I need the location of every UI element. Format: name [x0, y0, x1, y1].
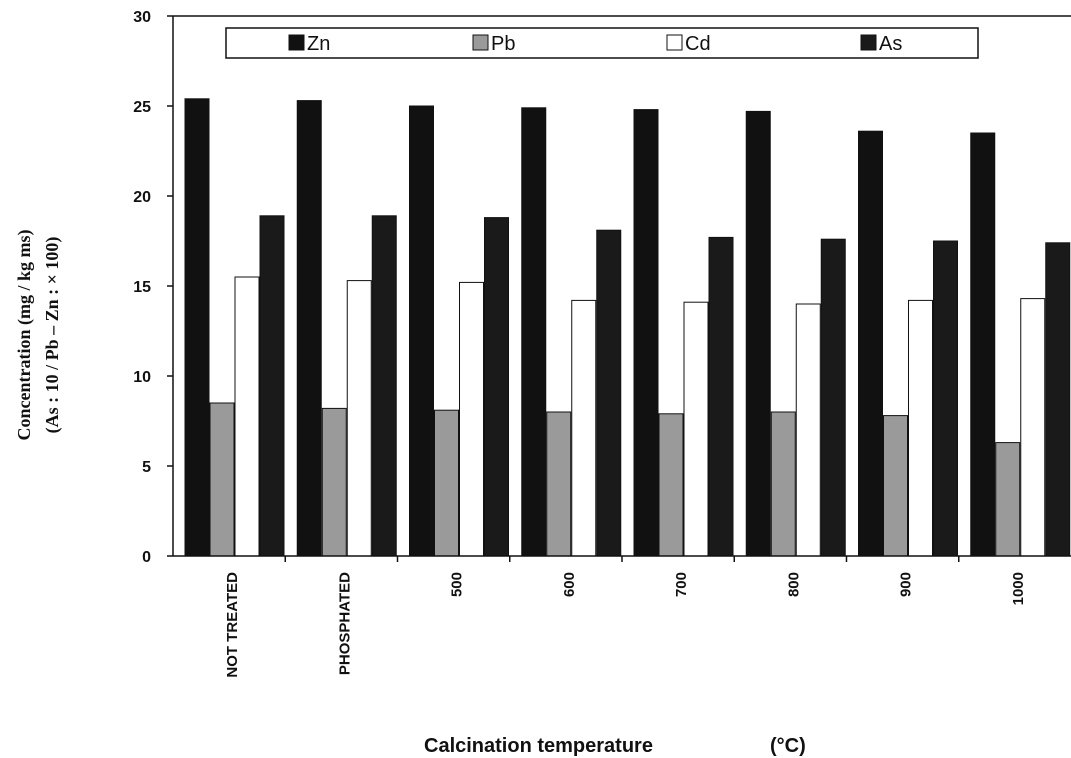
- x-axis-unit: (°C): [770, 735, 806, 757]
- y-axis-label-line1: Concentration (mg / kg ms): [14, 230, 35, 441]
- y-tick-label: 5: [142, 459, 151, 476]
- bar-zn-900: [858, 130, 883, 557]
- bar-pb-1000: [995, 442, 1021, 557]
- y-axis-label: Concentration (mg / kg ms) (As : 10 / Pb…: [14, 230, 63, 441]
- bar-pb-800: [770, 411, 796, 557]
- legend-swatch-pb: [472, 34, 489, 51]
- bar-pb-600: [546, 411, 572, 557]
- bar-zn-1000: [970, 132, 996, 557]
- bar-as-not-treated: [259, 215, 285, 557]
- y-tick-label: 30: [133, 9, 151, 26]
- bar-cd-600: [571, 299, 597, 557]
- legend: Zn Pb Cd As: [225, 27, 979, 59]
- bar-pb-900: [883, 415, 908, 557]
- x-category-label: 500: [449, 572, 466, 597]
- bar-as-600: [596, 229, 622, 557]
- x-category-label: PHOSPHATED: [336, 572, 353, 675]
- y-tick-label: 0: [142, 549, 151, 566]
- bar-as-500: [484, 217, 509, 557]
- bar-zn-500: [409, 105, 434, 557]
- legend-label-cd: Cd: [685, 33, 711, 55]
- y-axis-ticks: 0 5 10 15 20 25 30: [133, 9, 173, 566]
- bar-cd-800: [795, 303, 821, 557]
- bar-pb-phosphated: [321, 407, 347, 557]
- x-axis-label: Calcination temperature (°C): [424, 735, 806, 757]
- y-tick-label: 15: [133, 279, 151, 296]
- x-category-label: 600: [561, 572, 578, 597]
- bar-pb-700: [658, 413, 684, 557]
- bar-as-phosphated: [371, 215, 397, 557]
- x-category-label: NOT TREATED: [224, 572, 241, 678]
- bar-cd-500: [459, 281, 484, 557]
- legend-swatch-cd: [666, 34, 683, 51]
- x-category-label: 900: [898, 572, 915, 597]
- bar-pb-not-treated: [209, 402, 235, 557]
- bar-zn-700: [633, 109, 659, 557]
- bar-zn-600: [521, 107, 547, 557]
- legend-box: [225, 27, 979, 59]
- bar-pb-500: [434, 409, 459, 557]
- bar-series: [184, 98, 1071, 557]
- legend-label-zn: Zn: [307, 33, 330, 55]
- bar-cd-700: [683, 301, 709, 557]
- bar-cd-1000: [1020, 298, 1046, 557]
- bar-zn-800: [745, 110, 771, 557]
- bar-cd-900: [908, 299, 933, 557]
- y-axis-label-line2: (As : 10 / Pb – Zn : × 100): [42, 237, 63, 434]
- legend-swatch-zn: [288, 34, 305, 51]
- x-category-label: 800: [785, 572, 802, 597]
- legend-label-pb: Pb: [491, 33, 515, 55]
- bar-as-700: [708, 236, 734, 557]
- y-tick-label: 10: [133, 369, 151, 386]
- bar-cd-phosphated: [346, 280, 372, 557]
- y-tick-label: 25: [133, 99, 151, 116]
- bar-as-900: [933, 240, 958, 557]
- bar-zn-not-treated: [184, 98, 210, 557]
- bar-as-800: [820, 238, 846, 557]
- x-category-label: 700: [673, 572, 690, 597]
- bar-cd-not-treated: [234, 276, 260, 557]
- x-axis-categories: NOT TREATED PHOSPHATED 500 600 700 800 900 1000: [224, 556, 1027, 678]
- bar-zn-phosphated: [296, 100, 322, 557]
- x-category-label: 1000: [1010, 572, 1027, 605]
- bar-as-1000: [1045, 242, 1071, 557]
- legend-label-as: As: [879, 33, 902, 55]
- legend-swatch-as: [860, 34, 877, 51]
- x-axis-title: Calcination temperature: [424, 735, 653, 757]
- y-tick-label: 20: [133, 189, 151, 206]
